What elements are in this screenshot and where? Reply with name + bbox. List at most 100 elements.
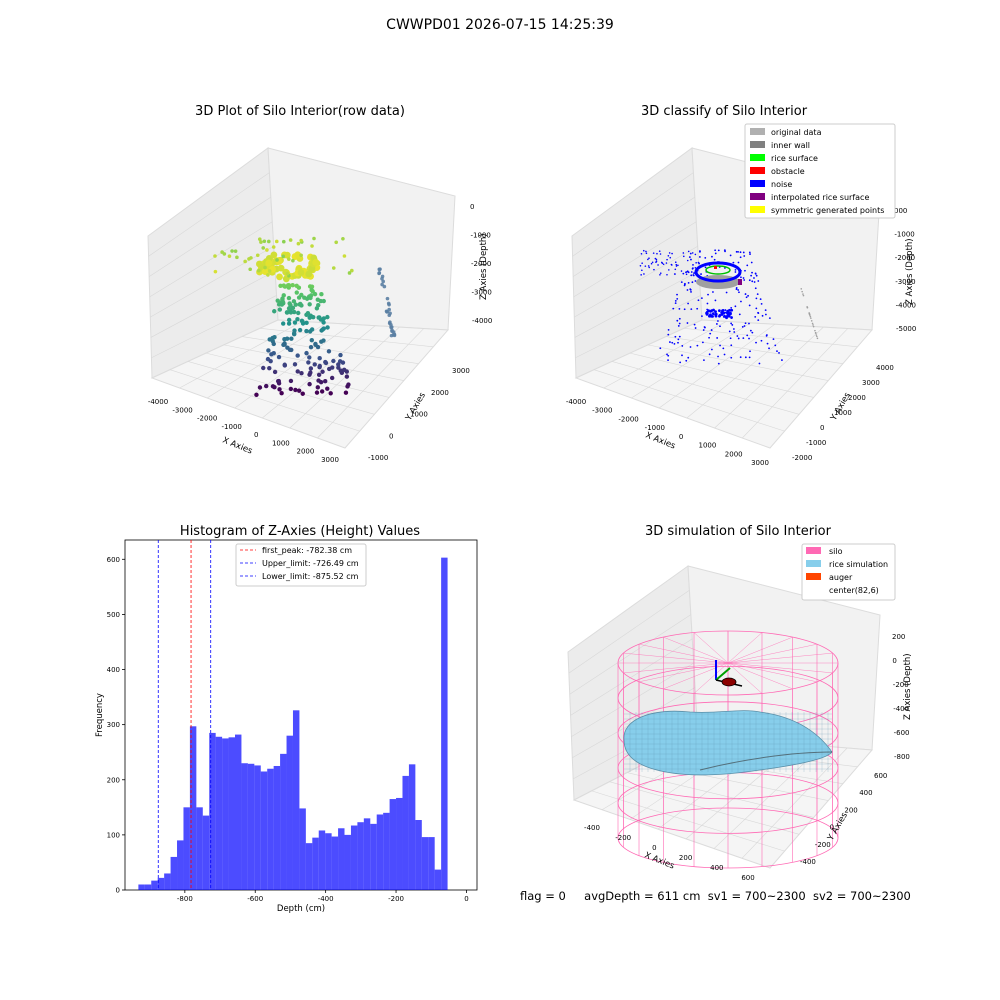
histogram-bar <box>344 834 351 890</box>
raw-point <box>312 259 320 266</box>
classify-x-axis-label: X Axies <box>644 431 677 452</box>
noise-point <box>744 322 747 325</box>
original-point <box>816 337 819 340</box>
histogram-legend-label: first_peak: -782.38 cm <box>262 546 352 555</box>
noise-point <box>711 255 713 258</box>
raw-point <box>300 319 305 324</box>
noise-point <box>740 276 742 279</box>
simulation-z-ticks: 200 0 -200 -400 -600 -800 <box>892 633 910 761</box>
raw-point <box>292 320 298 325</box>
classify-legend-swatch <box>750 180 765 187</box>
raw-point <box>296 388 302 393</box>
raw-point <box>280 296 285 301</box>
noise-point <box>730 322 733 325</box>
noise-point <box>658 250 661 252</box>
original-point <box>810 317 812 319</box>
raw-point <box>262 239 267 244</box>
histogram-bar <box>202 815 210 890</box>
original-point <box>810 320 813 322</box>
classify-z-tick: -4000 <box>896 301 916 309</box>
noise-point <box>755 307 758 310</box>
simulation-x-ticks: -400 -200 0 200 400 600 <box>584 824 755 882</box>
raw-y-ticks: -1000 0 1000 2000 3000 <box>368 367 470 462</box>
simulation-z-tick: -600 <box>894 729 910 737</box>
raw-point <box>304 320 309 326</box>
raw-point <box>388 311 392 316</box>
noise-point <box>674 302 677 305</box>
noise-point <box>678 335 681 338</box>
histogram-bar <box>151 880 158 890</box>
classify-legend-swatch <box>750 206 765 213</box>
raw-point <box>344 369 349 374</box>
noise-point <box>685 273 688 276</box>
histogram-y-tick: 600 <box>107 556 120 564</box>
raw-point <box>282 337 287 342</box>
raw-point <box>266 239 271 244</box>
noise-point <box>741 325 744 328</box>
noise-point <box>737 289 740 291</box>
raw-point <box>283 251 291 259</box>
noise-point <box>764 309 767 312</box>
raw-point <box>261 365 266 371</box>
noise-point <box>721 309 724 313</box>
raw-point <box>311 314 316 320</box>
raw-point <box>342 254 347 258</box>
histogram-x-tick: -400 <box>318 895 334 903</box>
raw-point <box>344 374 350 379</box>
classify-legend-label: noise <box>771 180 792 189</box>
histogram-bar <box>267 768 274 890</box>
raw-point <box>307 355 312 360</box>
raw-point <box>299 253 303 258</box>
noise-point <box>694 280 697 282</box>
raw-point <box>267 365 272 371</box>
raw-x-ticks: -4000 -3000 -2000 -1000 0 1000 2000 3000 <box>148 398 339 464</box>
noise-point <box>726 312 730 316</box>
classify-x-ticks: -4000 -3000 -2000 -1000 0 1000 2000 3000 <box>566 398 769 467</box>
noise-point <box>748 279 751 282</box>
original-point <box>816 335 818 338</box>
raw-point <box>321 338 326 343</box>
raw-point <box>299 371 304 376</box>
classify-x-tick: 0 <box>679 433 683 441</box>
noise-point <box>745 296 748 299</box>
raw-x-tick: -1000 <box>222 423 242 431</box>
noise-point <box>682 255 685 258</box>
noise-point <box>731 324 734 326</box>
noise-point <box>768 347 770 350</box>
simulation-x-axis-label: X Axies <box>643 851 676 872</box>
histogram-bar <box>144 884 152 890</box>
histogram-bar <box>241 763 248 890</box>
raw-point <box>295 353 300 358</box>
classify-legend-label: symmetric generated points <box>771 206 884 215</box>
histogram-bar <box>312 837 319 890</box>
raw-point <box>261 246 266 250</box>
noise-point <box>669 256 672 259</box>
raw-point <box>316 372 322 378</box>
noise-point <box>678 317 681 320</box>
original-point <box>800 288 803 290</box>
raw-x-tick: -2000 <box>197 415 217 423</box>
noise-point <box>757 311 759 314</box>
noise-point <box>711 314 714 318</box>
classify-z-tick: -1000 <box>894 231 914 239</box>
noise-point <box>718 314 721 318</box>
raw-x-tick: -4000 <box>148 398 168 406</box>
noise-point <box>696 344 699 347</box>
histogram-bar <box>389 799 397 890</box>
simulation-x-tick: 0 <box>652 844 656 852</box>
noise-point <box>645 252 648 255</box>
raw-point <box>305 270 313 278</box>
original-point <box>812 324 814 326</box>
noise-point <box>681 354 683 357</box>
raw-point <box>295 369 300 374</box>
noise-point <box>768 317 771 320</box>
noise-point <box>749 350 751 353</box>
raw-z-tick: -1000 <box>471 232 491 240</box>
raw-point <box>276 354 282 360</box>
noise-point <box>641 262 643 264</box>
noise-point <box>710 329 713 331</box>
noise-point <box>717 362 720 365</box>
noise-point <box>717 249 720 252</box>
raw-point <box>294 283 299 289</box>
raw-point <box>288 378 294 384</box>
